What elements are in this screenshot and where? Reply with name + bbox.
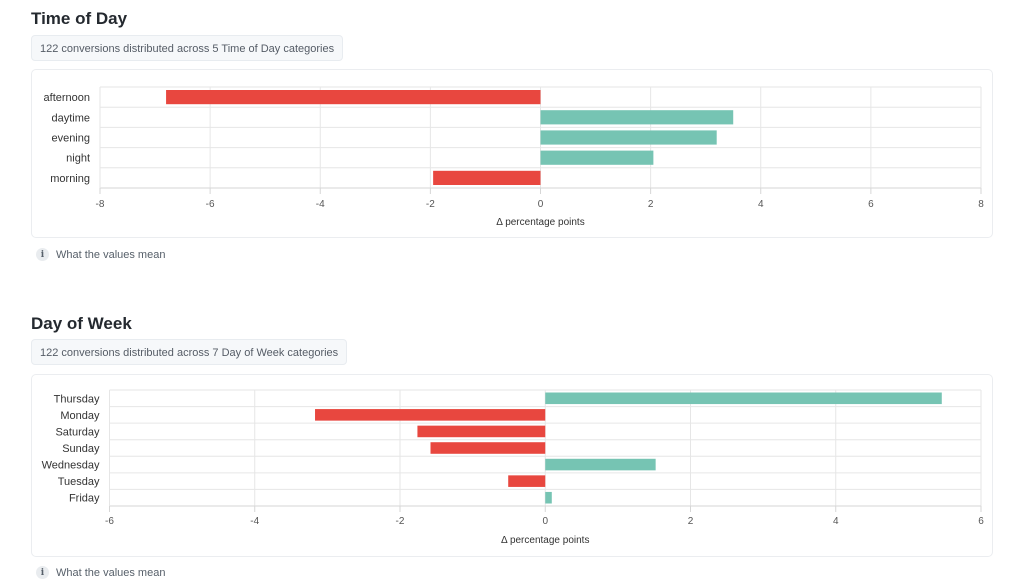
x-tick-label: -4 xyxy=(316,199,325,210)
y-category-label: Thursday xyxy=(54,393,100,405)
y-category-label: Sunday xyxy=(62,443,100,455)
y-category-label: Saturday xyxy=(55,426,100,438)
x-tick-label: -4 xyxy=(250,516,259,527)
x-tick-label: -2 xyxy=(426,199,435,210)
info-label: What the values mean xyxy=(56,248,166,261)
day-of-week-bar-chart: -6 -4 -2 0 2 4 6 Thursday Monday Saturday Sunday We… xyxy=(42,389,984,546)
x-axis-title: Δ percentage points xyxy=(496,217,584,228)
y-category-label: Wednesday xyxy=(42,460,100,472)
x-tick-label: 0 xyxy=(542,516,548,527)
y-category-label: night xyxy=(66,153,90,165)
bar-night[interactable] xyxy=(540,150,654,165)
bar-daytime[interactable] xyxy=(540,110,734,125)
x-axis-title: Δ percentage points xyxy=(501,535,589,546)
bar-evening[interactable] xyxy=(540,130,717,145)
x-tick-label: 6 xyxy=(868,199,874,210)
bar-wednesday[interactable] xyxy=(545,458,656,471)
x-tick-label: -6 xyxy=(206,199,215,210)
y-category-label: morning xyxy=(50,173,90,185)
x-tick-label: 2 xyxy=(688,516,694,527)
info-icon: i xyxy=(36,248,49,261)
bar-tuesday[interactable] xyxy=(508,475,546,487)
x-tick-label: 0 xyxy=(538,199,544,210)
bar-friday[interactable] xyxy=(545,491,552,504)
chart-card-day-of-week: -6 -4 -2 0 2 4 6 Thursday Monday Saturday Sunday We… xyxy=(31,374,993,557)
x-tick-label: 2 xyxy=(648,199,654,210)
y-category-label: daytime xyxy=(51,112,90,124)
section-title-time-of-day: Time of Day xyxy=(31,9,128,28)
y-category-label: Friday xyxy=(69,493,100,505)
info-icon: i xyxy=(36,566,49,579)
bar-afternoon[interactable] xyxy=(166,90,541,105)
x-tick-label: 8 xyxy=(978,199,984,210)
info-toggle-day-of-week[interactable]: i What the values mean xyxy=(36,566,165,579)
summary-badge-time-of-day: 122 conversions distributed across 5 Tim… xyxy=(31,35,344,61)
info-toggle-time-of-day[interactable]: i What the values mean xyxy=(36,248,165,261)
x-tick-label: -8 xyxy=(96,199,105,210)
bar-monday[interactable] xyxy=(315,409,546,421)
info-label: What the values mean xyxy=(56,566,166,579)
bar-morning[interactable] xyxy=(433,170,541,185)
y-category-label: afternoon xyxy=(44,92,90,104)
bar-thursday[interactable] xyxy=(545,392,942,405)
chart-card-time-of-day: -8 -6 -4 -2 0 2 4 6 8 afternoon daytime evening nigh… xyxy=(31,69,993,238)
x-tick-label: 4 xyxy=(833,516,839,527)
bar-sunday[interactable] xyxy=(430,442,546,454)
summary-badge-day-of-week: 122 conversions distributed across 7 Day… xyxy=(31,339,348,365)
y-category-label: evening xyxy=(51,133,90,145)
bar-saturday[interactable] xyxy=(417,425,546,438)
x-tick-label: -2 xyxy=(396,516,405,527)
y-category-label: Tuesday xyxy=(58,476,100,488)
x-tick-label: -6 xyxy=(105,516,114,527)
section-title-day-of-week: Day of Week xyxy=(31,314,132,333)
time-of-day-bar-chart: -8 -6 -4 -2 0 2 4 6 8 afternoon daytime evening nigh… xyxy=(44,86,984,228)
x-tick-label: 4 xyxy=(758,199,764,210)
x-tick-label: 6 xyxy=(978,516,984,527)
y-category-label: Monday xyxy=(60,410,100,422)
